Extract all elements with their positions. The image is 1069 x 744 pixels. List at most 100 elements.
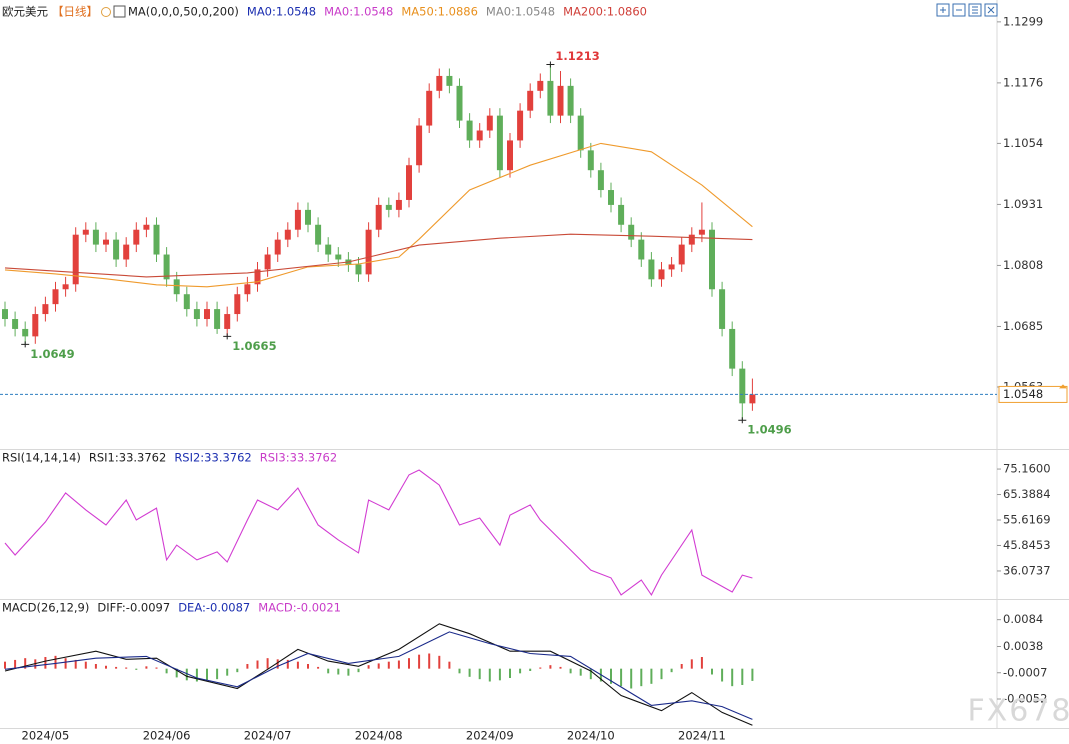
axis: 0.0084 0.0038 -0.0007 -0.0052 <box>997 612 1047 706</box>
x-tick-label: 2024/11 <box>678 729 726 743</box>
candle-body <box>375 204 382 230</box>
candle-body <box>204 309 210 320</box>
toolbar <box>936 3 998 17</box>
candle-body <box>143 224 150 230</box>
extreme-label: 1.0665 <box>232 339 276 353</box>
candle-body <box>22 328 29 337</box>
x-tick-label: 2024/06 <box>143 729 191 743</box>
extreme-marker <box>21 341 30 348</box>
candle-body <box>42 304 49 315</box>
extreme-marker <box>738 417 747 424</box>
y-tick-label: 1.1299 <box>1003 14 1043 28</box>
extreme-marker <box>546 61 555 68</box>
legend-item: MACD:-0.0021 <box>258 601 341 615</box>
candle-body <box>123 244 130 260</box>
line-series <box>4 142 753 288</box>
y-tick-label: -0.0052 <box>1003 692 1047 706</box>
candle-body <box>72 234 79 285</box>
y-tick-label: 1.1054 <box>1003 136 1043 150</box>
candle-body <box>52 289 59 305</box>
candle-body <box>305 209 311 225</box>
candle-body <box>193 309 200 320</box>
chart-title: 欧元美元 <box>2 5 48 19</box>
candle-body <box>517 110 524 141</box>
y-tick-label: 75.1600 <box>1003 462 1051 476</box>
candle-body <box>284 229 291 240</box>
zoom-in-button[interactable] <box>936 3 950 17</box>
candle-body <box>638 239 645 260</box>
candle-body <box>395 199 402 210</box>
candle-body <box>183 294 190 310</box>
line-series <box>4 469 753 596</box>
legend-item: RSI1:33.3762 <box>89 451 166 465</box>
x-tick-label: 2024/08 <box>355 729 403 743</box>
candle-body <box>507 140 513 171</box>
candle-body <box>496 115 503 171</box>
icon <box>987 6 995 14</box>
candle-body <box>597 170 604 191</box>
candle-body <box>446 75 453 86</box>
y-tick-label: 1.0808 <box>1003 258 1043 272</box>
candle-body <box>2 309 8 320</box>
candle-body <box>426 90 433 126</box>
candle-body <box>224 314 231 329</box>
candle-body <box>294 209 301 230</box>
last-price-pointer <box>1059 384 1067 389</box>
candle-body <box>62 284 69 290</box>
candle-body <box>113 239 120 260</box>
toggle-icon[interactable] <box>101 7 111 17</box>
candle-body <box>153 224 160 255</box>
candle-body <box>668 264 675 270</box>
line-series <box>4 233 753 278</box>
zoom-out-button[interactable] <box>952 3 966 17</box>
candle-body <box>234 294 241 315</box>
candle-body <box>82 229 89 235</box>
legend-item: MA0:1.0548 <box>486 5 555 19</box>
candle-body <box>436 75 443 91</box>
candle-body <box>254 269 261 285</box>
candle-body <box>12 319 19 329</box>
y-tick-label: 1.0685 <box>1003 319 1043 333</box>
candle-body <box>365 229 372 275</box>
candle-body <box>688 234 695 245</box>
extreme-label: 1.0496 <box>747 423 791 437</box>
candle-body <box>214 309 221 329</box>
candle-body <box>698 229 705 235</box>
axis: 75.1600 65.3884 55.6169 45.8453 36.0737 <box>997 462 1051 577</box>
legend-item: MA0:1.0548 <box>324 5 393 19</box>
candle-body <box>628 224 635 240</box>
candle-body <box>749 394 756 404</box>
candle-body <box>92 229 99 245</box>
candle-body <box>557 85 564 116</box>
candle-body <box>456 85 463 121</box>
x-tick-label: 2024/09 <box>466 729 514 743</box>
candle-body <box>406 165 412 200</box>
candle-body <box>325 244 332 255</box>
y-tick-label: 45.8453 <box>1003 538 1051 552</box>
candle-body <box>133 229 140 245</box>
indicator-icon[interactable] <box>113 5 126 18</box>
candle-body <box>173 279 180 295</box>
legend-item: MA200:1.0860 <box>563 5 647 19</box>
candle-body <box>103 239 109 245</box>
watermark: FX678 <box>967 694 1069 729</box>
candle-body <box>547 80 554 116</box>
candle-body <box>476 130 483 141</box>
legend-item: RSI(14,14,14) <box>2 451 81 465</box>
y-tick-label: 55.6169 <box>1003 513 1051 527</box>
candle-body <box>32 314 39 337</box>
candle-body <box>709 229 715 290</box>
last-price-label: 1.0548 <box>1003 387 1043 401</box>
line-series <box>4 623 753 726</box>
legend-item: DEA:-0.0087 <box>178 601 250 615</box>
line-series <box>4 631 753 720</box>
legend-item: MA(0,0,0,50,0,200) <box>128 5 239 19</box>
icon <box>972 6 978 14</box>
settings-button[interactable] <box>968 3 982 17</box>
y-tick-label: 1.0931 <box>1003 197 1043 211</box>
fullscreen-button[interactable] <box>984 3 998 17</box>
y-tick-label: -0.0007 <box>1003 665 1047 679</box>
x-tick-label: 2024/05 <box>22 729 70 743</box>
candle-body <box>466 120 473 141</box>
